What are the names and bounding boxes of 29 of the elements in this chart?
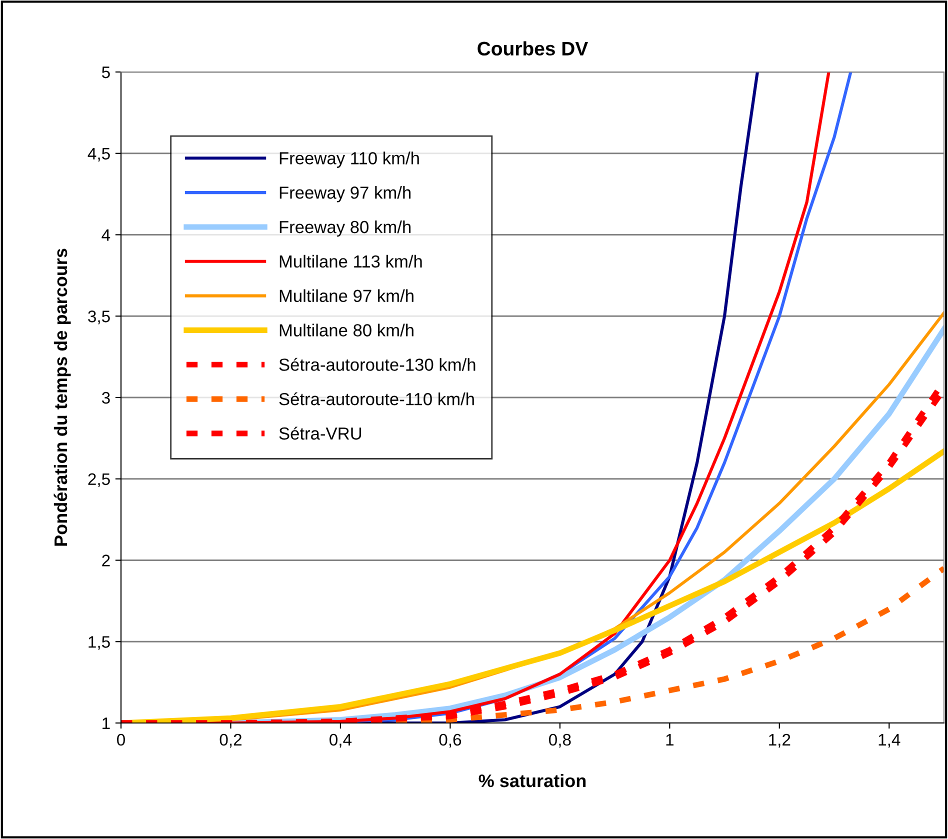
legend-label: Multilane 80 km/h xyxy=(280,324,414,336)
y-tick-label: 1,5 xyxy=(88,636,110,650)
legend-label: Freeway 97 km/h xyxy=(280,186,410,202)
x-axis-title: % saturation xyxy=(478,774,586,788)
y-tick-label: 3 xyxy=(102,392,110,404)
legend-label: Sétra-autoroute-130 km/h xyxy=(279,358,476,371)
y-tick-label: 4 xyxy=(102,229,110,241)
y-tick-label: 2 xyxy=(102,554,110,566)
legend-label: Multilane 113 km/h xyxy=(280,254,422,268)
x-tick-label: 0,2 xyxy=(220,734,242,748)
x-tick-label: 0 xyxy=(117,734,125,746)
legend-label: Sétra-VRU xyxy=(279,426,362,440)
y-tick-label: 3,5 xyxy=(88,310,110,324)
legend-label: Freeway 110 km/h xyxy=(280,152,419,168)
x-tick-label: 0,6 xyxy=(439,734,462,748)
x-tick-label: 0,8 xyxy=(549,734,571,748)
legend-label: Sétra-autoroute-110 km/h xyxy=(279,392,474,406)
x-tick-label: 1,2 xyxy=(769,734,790,748)
y-axis-title: Pondération du temps de parcours xyxy=(54,248,71,546)
y-tick-label: 4,5 xyxy=(88,148,110,162)
legend-label: Freeway 80 km/h xyxy=(280,220,410,237)
x-tick-label: 1 xyxy=(666,734,674,746)
x-tick-label: 1,4 xyxy=(878,734,900,748)
y-tick-label: 5 xyxy=(102,66,110,78)
y-tick-label: 1 xyxy=(102,718,110,730)
chart-title: Courbes DV xyxy=(478,41,588,56)
x-tick-label: 0,4 xyxy=(330,734,352,748)
y-tick-label: 2,5 xyxy=(88,473,110,488)
legend-label: Multilane 97 km/h xyxy=(280,289,414,302)
